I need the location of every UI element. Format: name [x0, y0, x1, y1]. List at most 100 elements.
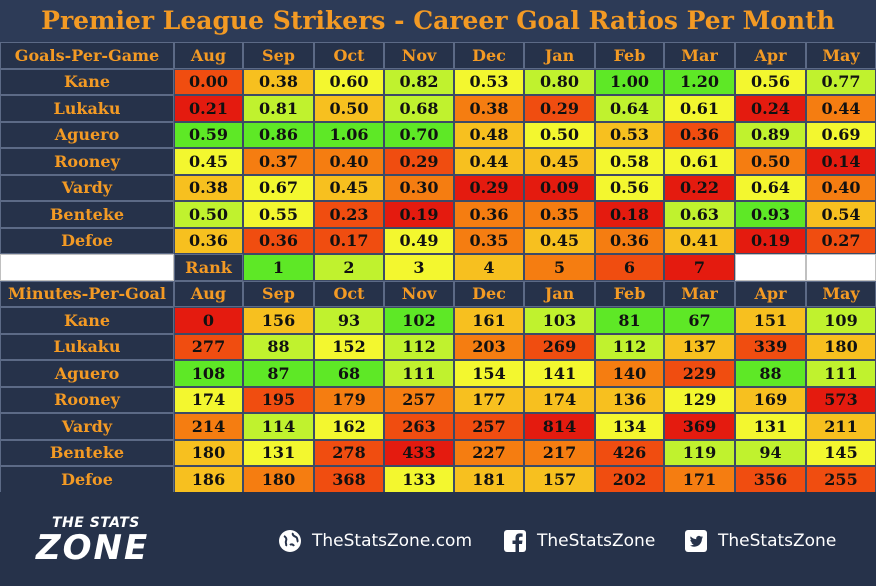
heatmap-cell: 0.17 [314, 227, 384, 254]
heatmap-cell: 68 [314, 360, 384, 387]
row-label-aguero: Aguero [0, 360, 174, 387]
heatmap-cell: 174 [524, 386, 595, 413]
column-header-apr: Apr [735, 280, 806, 307]
heatmap-cell: 94 [735, 439, 806, 466]
heatmap-grid: Goals-Per-Game Aug Sep Oct Nov Dec Jan Feb Mar Ap… [0, 42, 876, 493]
row-label-benteke: Benteke [0, 439, 174, 466]
heatmap-cell: 356 [735, 466, 806, 493]
heatmap-cell: 0.35 [524, 201, 595, 228]
heatmap-cell: 0.14 [806, 148, 876, 175]
heatmap-cell: 111 [806, 360, 876, 387]
heatmap-cell: 0.60 [314, 68, 384, 95]
heatmap-cell: 203 [454, 333, 524, 360]
heatmap-cell: 0.45 [314, 174, 384, 201]
heatmap-cell: 0.50 [314, 95, 384, 122]
column-header-oct: Oct [314, 280, 384, 307]
heatmap-cell: 0.54 [806, 201, 876, 228]
heatmap-cell: 108 [174, 360, 243, 387]
heatmap-cell: 0.53 [595, 121, 664, 148]
heatmap-cell: 573 [806, 386, 876, 413]
heatmap-cell: 0.38 [243, 68, 314, 95]
website-link[interactable]: TheStatsZone.com [278, 528, 472, 554]
heatmap-cell: 278 [314, 439, 384, 466]
heatmap-cell: 1.06 [314, 121, 384, 148]
heatmap-cell: 134 [595, 413, 664, 440]
heatmap-cell: 161 [454, 307, 524, 334]
facebook-text: TheStatsZone [537, 531, 656, 551]
column-header-nov: Nov [384, 280, 454, 307]
heatmap-cell: 112 [595, 333, 664, 360]
heatmap-cell: 0.61 [664, 95, 735, 122]
heatmap-cell: 0.27 [806, 227, 876, 254]
heatmap-cell: 277 [174, 333, 243, 360]
column-header-may: May [806, 280, 876, 307]
column-header-dec: Dec [454, 42, 524, 69]
column-header-jan: Jan [524, 280, 595, 307]
column-header-jan: Jan [524, 42, 595, 69]
heatmap-cell: 0.89 [735, 121, 806, 148]
heatmap-cell: 0.45 [524, 227, 595, 254]
facebook-link[interactable]: TheStatsZone [503, 528, 655, 554]
rank-legend-swatch: 1 [243, 254, 314, 281]
heatmap-cell: 0.21 [174, 95, 243, 122]
heatmap-cell: 156 [243, 307, 314, 334]
twitter-link[interactable]: TheStatsZone [684, 528, 836, 554]
heatmap-cell: 141 [524, 360, 595, 387]
heatmap-cell: 0.37 [243, 148, 314, 175]
heatmap-cell: 0.93 [735, 201, 806, 228]
heatmap-cell: 263 [384, 413, 454, 440]
heatmap-cell: 152 [314, 333, 384, 360]
column-header-mar: Mar [664, 280, 735, 307]
row-label-kane: Kane [0, 307, 174, 334]
heatmap-cell: 0.41 [664, 227, 735, 254]
heatmap-cell: 93 [314, 307, 384, 334]
heatmap-cell: 211 [806, 413, 876, 440]
heatmap-cell: 0.30 [384, 174, 454, 201]
heatmap-cell: 88 [735, 360, 806, 387]
heatmap-cell: 0.86 [243, 121, 314, 148]
heatmap-cell: 0.22 [664, 174, 735, 201]
column-header-dec: Dec [454, 280, 524, 307]
twitter-icon [685, 530, 707, 552]
heatmap-cell: 0.40 [314, 148, 384, 175]
heatmap-cell: 814 [524, 413, 595, 440]
column-header-apr: Apr [735, 42, 806, 69]
heatmap-cell: 0.29 [454, 174, 524, 201]
heatmap-cell: 339 [735, 333, 806, 360]
heatmap-cell: 0.19 [384, 201, 454, 228]
heatmap-cell: 214 [174, 413, 243, 440]
heatmap-cell: 0.55 [243, 201, 314, 228]
heatmap-cell: 180 [243, 466, 314, 493]
heatmap-cell: 129 [664, 386, 735, 413]
heatmap-cell: 0.40 [806, 174, 876, 201]
column-header-sep: Sep [243, 42, 314, 69]
heatmap-cell: 0.48 [454, 121, 524, 148]
heatmap-cell: 369 [664, 413, 735, 440]
heatmap-cell: 0.38 [174, 174, 243, 201]
twitter-text: TheStatsZone [718, 531, 837, 551]
heatmap-cell: 255 [806, 466, 876, 493]
heatmap-cell: 0.45 [174, 148, 243, 175]
heatmap-cell: 0.44 [806, 95, 876, 122]
heatmap-cell: 0.38 [454, 95, 524, 122]
rank-legend-swatch: 6 [595, 254, 664, 281]
column-header-may: May [806, 42, 876, 69]
heatmap-cell: 145 [806, 439, 876, 466]
row-label-aguero: Aguero [0, 121, 174, 148]
facebook-icon [504, 530, 526, 552]
heatmap-cell: 0.09 [524, 174, 595, 201]
heatmap-cell: 0.23 [314, 201, 384, 228]
heatmap-cell: 0.49 [384, 227, 454, 254]
row-label-rooney: Rooney [0, 148, 174, 175]
heatmap-cell: 0.64 [735, 174, 806, 201]
heatmap-cell: 269 [524, 333, 595, 360]
heatmap-cell: 181 [454, 466, 524, 493]
heatmap-cell: 0.59 [174, 121, 243, 148]
heatmap-cell: 151 [735, 307, 806, 334]
heatmap-cell: 0.70 [384, 121, 454, 148]
heatmap-cell: 0.77 [806, 68, 876, 95]
heatmap-cell: 0.64 [595, 95, 664, 122]
heatmap-cell: 0.58 [595, 148, 664, 175]
footer [0, 492, 876, 586]
